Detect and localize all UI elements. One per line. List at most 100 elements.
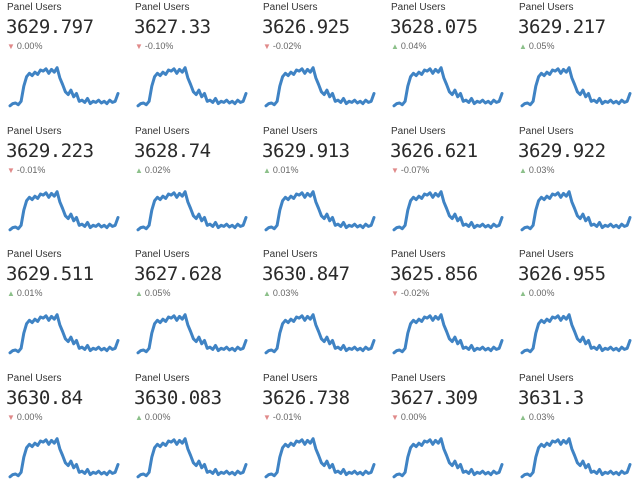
stat-panel: Panel Users 3629.913 ▲ 0.01% xyxy=(256,124,384,248)
panel-value: 3627.628 xyxy=(134,263,222,285)
sparkline-chart xyxy=(264,313,376,355)
trend-up-icon: ▲ xyxy=(391,42,399,51)
panel-title: Panel Users xyxy=(391,372,446,384)
trend-down-icon: ▼ xyxy=(7,165,15,175)
sparkline-chart xyxy=(264,66,376,108)
panel-delta: ▲ 0.03% xyxy=(519,412,554,422)
stat-panel: Panel Users 3630.847 ▲ 0.03% xyxy=(256,247,384,371)
stat-panel: Panel Users 3629.797 ▼ 0.00% xyxy=(0,0,128,124)
panel-title: Panel Users xyxy=(391,249,446,260)
delta-text: 0.01% xyxy=(272,164,299,175)
panel-value: 3629.217 xyxy=(518,16,606,38)
delta-text: 0.02% xyxy=(144,164,171,175)
panel-delta: ▼ -0.02% xyxy=(391,288,429,298)
panel-title: Panel Users xyxy=(135,249,190,260)
sparkline-chart xyxy=(8,436,120,478)
sparkline-series-line xyxy=(264,189,376,231)
trend-up-icon: ▲ xyxy=(135,165,143,175)
sparkline-chart xyxy=(136,66,248,108)
sparkline-chart xyxy=(392,313,504,355)
panel-delta: ▼ 0.00% xyxy=(7,412,42,422)
panel-value: 3629.511 xyxy=(6,263,94,285)
trend-down-icon: ▼ xyxy=(7,412,15,422)
panel-title: Panel Users xyxy=(7,2,62,13)
sparkline-series-line xyxy=(8,436,120,478)
sparkline-chart xyxy=(520,436,632,478)
panel-title: Panel Users xyxy=(391,125,446,137)
panel-delta: ▲ 0.03% xyxy=(263,288,298,298)
panel-delta: ▼ -0.01% xyxy=(7,165,45,175)
sparkline-series-line xyxy=(392,66,504,108)
trend-down-icon: ▼ xyxy=(391,289,399,298)
sparkline-series-line xyxy=(392,436,504,478)
sparkline-series-line xyxy=(264,436,376,478)
sparkline-chart xyxy=(136,313,248,355)
delta-text: -0.01% xyxy=(272,411,302,422)
panel-value: 3626.955 xyxy=(518,263,606,285)
panel-delta: ▲ 0.00% xyxy=(519,288,554,298)
sparkline-series-line xyxy=(8,66,120,108)
trend-up-icon: ▲ xyxy=(263,165,271,175)
panel-delta: ▼ 0.00% xyxy=(391,412,426,422)
panel-title: Panel Users xyxy=(135,2,190,13)
panel-delta: ▲ 0.01% xyxy=(7,288,42,298)
delta-text: 0.00% xyxy=(16,41,43,51)
panel-title: Panel Users xyxy=(7,372,62,384)
sparkline-chart xyxy=(264,436,376,478)
stat-panel: Panel Users 3629.223 ▼ -0.01% xyxy=(0,124,128,248)
panel-delta: ▲ 0.05% xyxy=(519,41,554,51)
sparkline-chart xyxy=(136,436,248,478)
panel-value: 3629.922 xyxy=(518,139,606,162)
panel-value: 3627.33 xyxy=(134,16,211,38)
panel-title: Panel Users xyxy=(7,125,62,137)
sparkline-chart xyxy=(392,66,504,108)
trend-down-icon: ▼ xyxy=(391,412,399,422)
sparkline-chart xyxy=(8,313,120,355)
panel-delta: ▼ -0.07% xyxy=(391,165,429,175)
panel-title: Panel Users xyxy=(135,372,190,384)
trend-up-icon: ▲ xyxy=(135,412,143,422)
trend-up-icon: ▲ xyxy=(519,289,527,298)
stat-panel: Panel Users 3629.217 ▲ 0.05% xyxy=(512,0,640,124)
sparkline-series-line xyxy=(136,66,248,108)
trend-up-icon: ▲ xyxy=(519,165,527,175)
delta-text: 0.03% xyxy=(528,411,555,422)
delta-text: 0.05% xyxy=(144,288,171,298)
stat-panel: Panel Users 3628.74 ▲ 0.02% xyxy=(128,124,256,248)
stat-panel: Panel Users 3627.33 ▼ -0.10% xyxy=(128,0,256,124)
panel-delta: ▲ 0.03% xyxy=(519,165,554,175)
sparkline-series-line xyxy=(8,313,120,355)
panel-value: 3627.309 xyxy=(390,386,478,409)
sparkline-series-line xyxy=(136,313,248,355)
panel-delta: ▲ 0.00% xyxy=(135,412,170,422)
panel-delta: ▼ -0.02% xyxy=(263,41,301,51)
delta-text: -0.10% xyxy=(144,41,174,51)
sparkline-series-line xyxy=(136,189,248,231)
delta-text: 0.00% xyxy=(16,411,43,422)
delta-text: -0.01% xyxy=(16,164,46,175)
sparkline-series-line xyxy=(520,436,632,478)
stat-panel: Panel Users 3630.84 ▼ 0.00% xyxy=(0,371,128,494)
panel-value: 3631.3 xyxy=(518,386,584,409)
trend-up-icon: ▲ xyxy=(263,289,271,298)
sparkline-series-line xyxy=(520,66,632,108)
stat-panel: Panel Users 3627.628 ▲ 0.05% xyxy=(128,247,256,371)
stat-panel: Panel Users 3629.922 ▲ 0.03% xyxy=(512,124,640,248)
sparkline-series-line xyxy=(392,189,504,231)
sparkline-chart xyxy=(264,189,376,231)
sparkline-series-line xyxy=(392,313,504,355)
delta-text: 0.03% xyxy=(528,164,555,175)
trend-down-icon: ▼ xyxy=(391,165,399,175)
sparkline-series-line xyxy=(520,189,632,231)
panel-value: 3628.74 xyxy=(134,139,211,162)
panel-value: 3625.856 xyxy=(390,263,478,285)
sparkline-series-line xyxy=(520,313,632,355)
sparkline-chart xyxy=(520,189,632,231)
delta-text: 0.00% xyxy=(400,411,427,422)
sparkline-chart xyxy=(520,313,632,355)
panel-value: 3629.223 xyxy=(6,139,94,162)
stat-panel: Panel Users 3626.621 ▼ -0.07% xyxy=(384,124,512,248)
stat-panel: Panel Users 3629.511 ▲ 0.01% xyxy=(0,247,128,371)
panel-value: 3626.738 xyxy=(262,386,350,409)
